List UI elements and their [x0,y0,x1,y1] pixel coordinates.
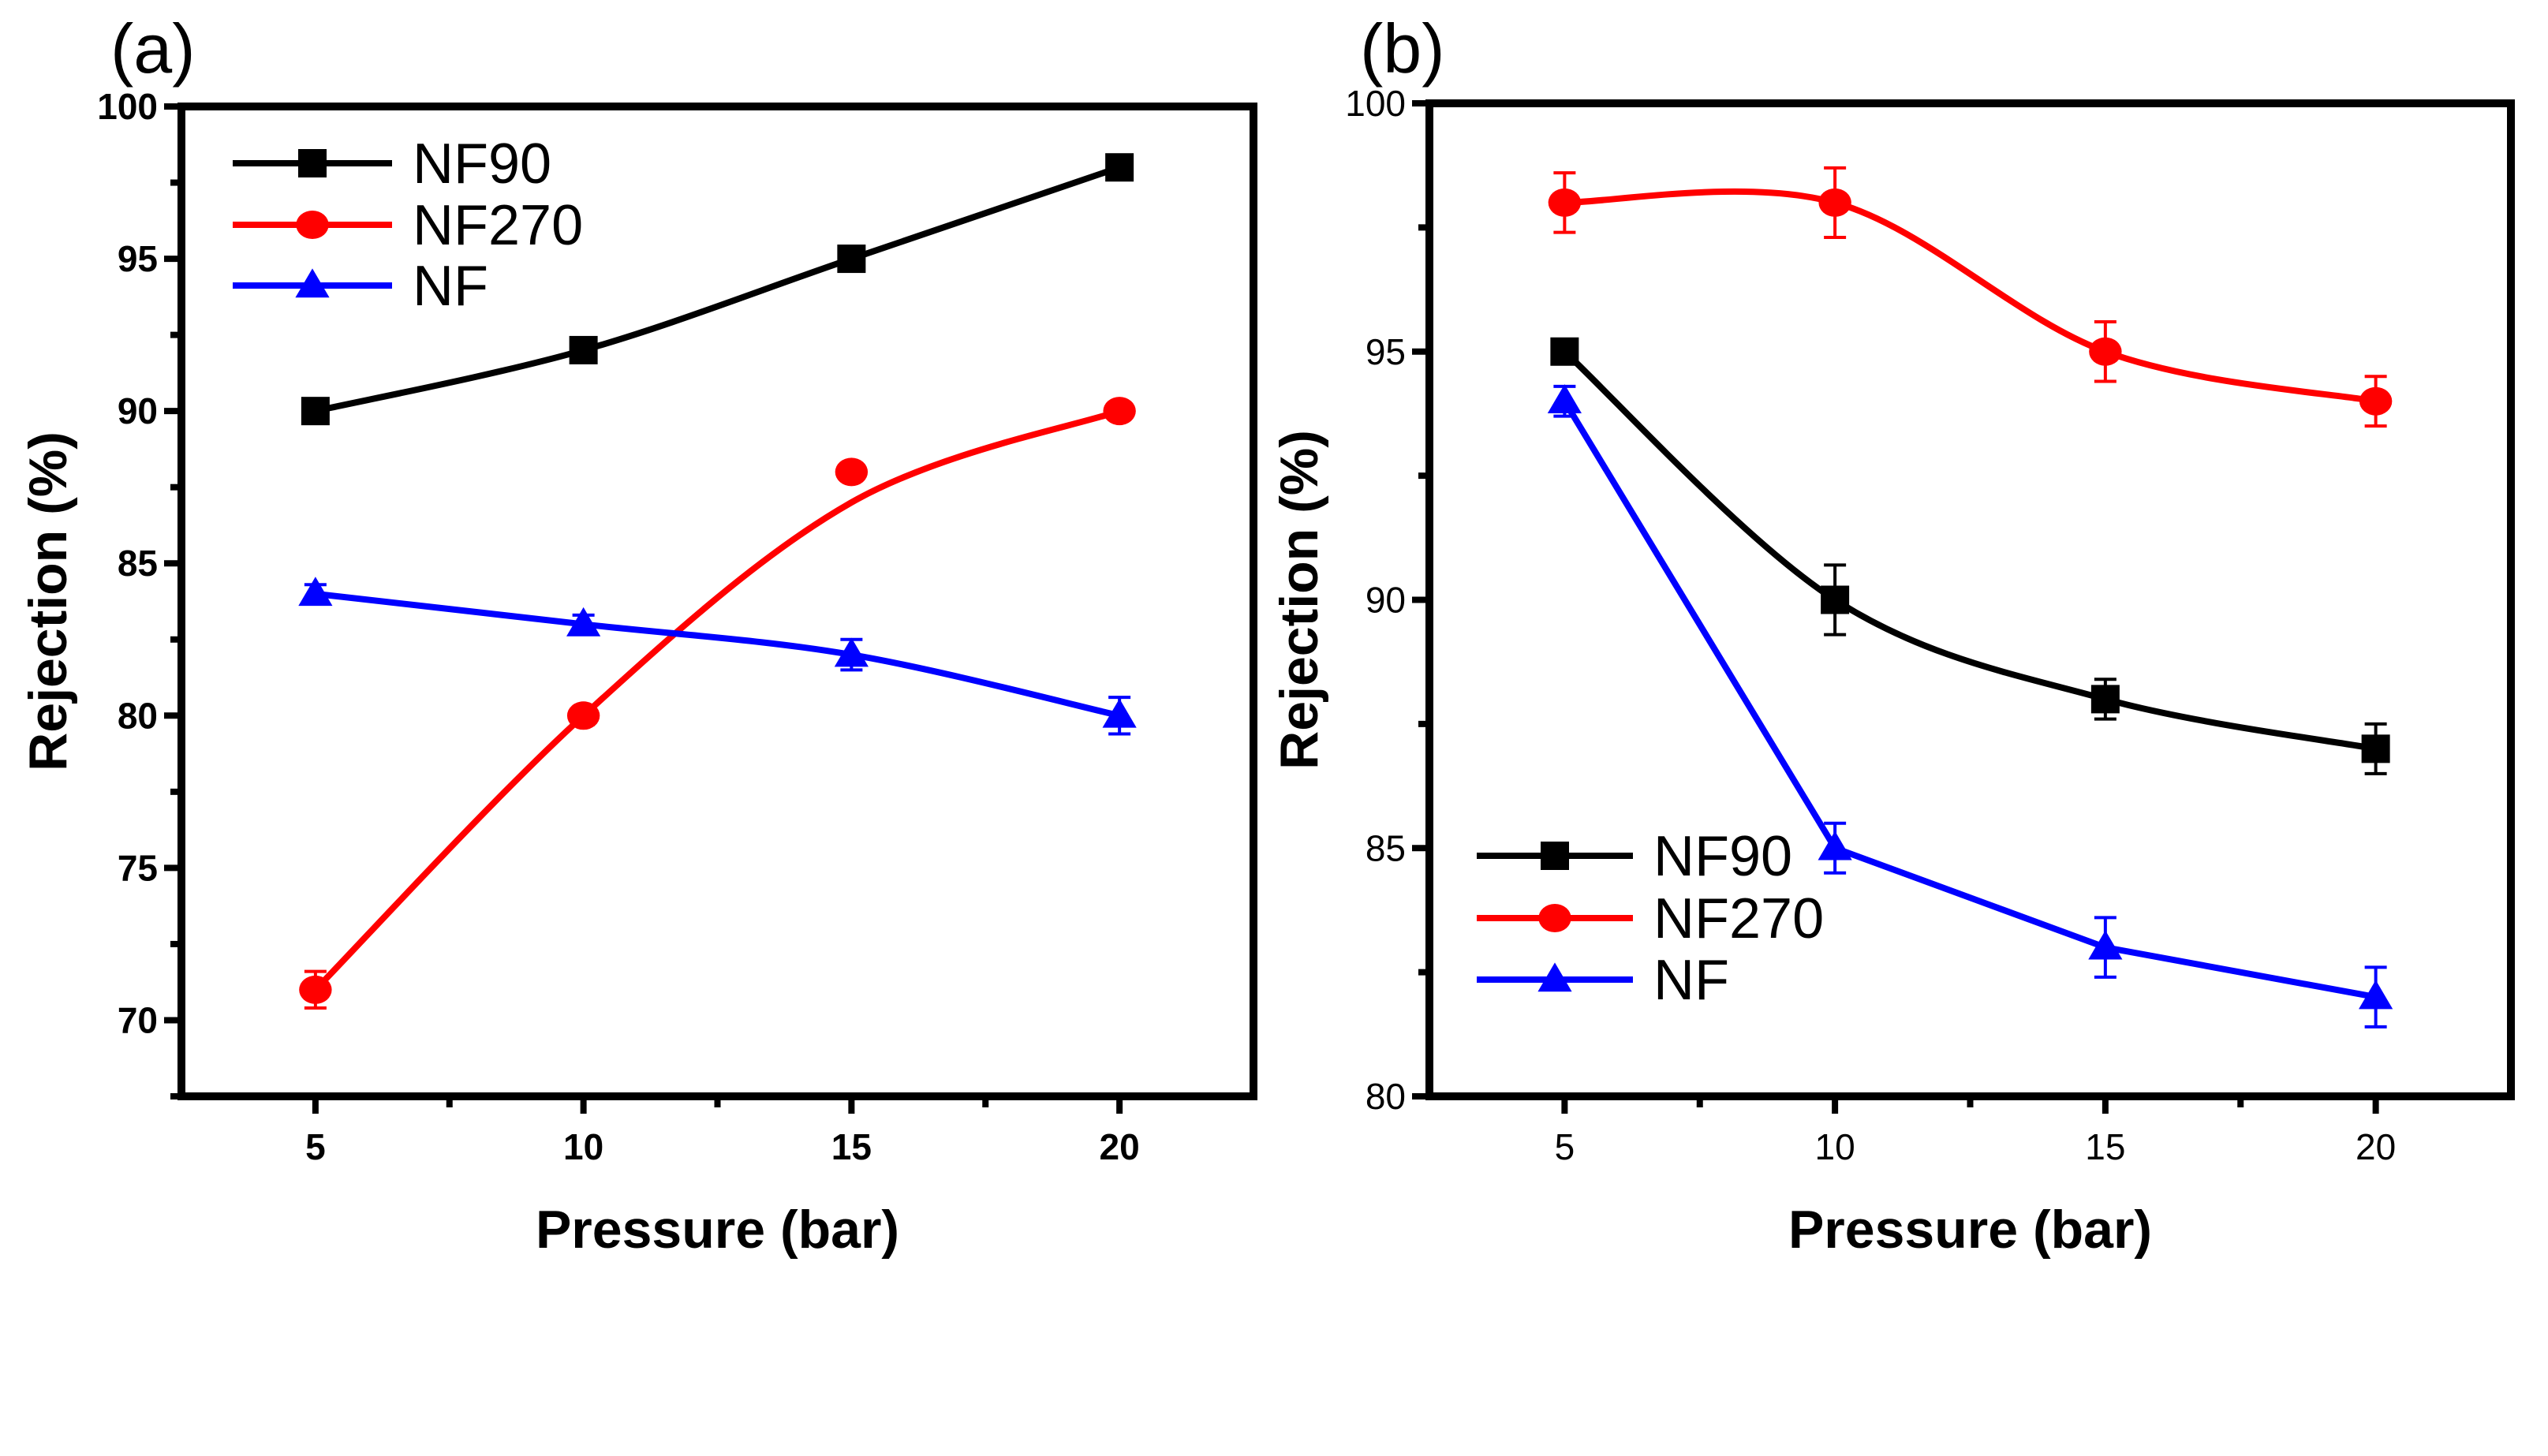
y-tick-label: 90 [118,390,158,431]
y-axis-title: Rejection (%) [18,431,78,771]
data-point [1818,831,1852,861]
y-tick-label: 85 [1366,827,1406,868]
series-line [1561,399,2377,1001]
y-axis-title: Rejection (%) [1269,430,1329,770]
data-point [298,577,333,607]
data-point [2359,980,2393,1010]
data-point [566,607,601,637]
x-tick-label: 15 [2085,1126,2125,1167]
data-point [566,701,600,730]
data-point [1818,188,1851,217]
x-axis-title: Pressure (bar) [536,1200,899,1260]
data-point [2090,685,2120,714]
data-point [569,335,598,364]
legend-marker [1541,842,1569,870]
y-tick-label: 90 [1366,580,1406,621]
x-tick-label: 20 [2356,1126,2396,1167]
chart-panel-a: (a) 70 75 80 85 90 95 100 5 10 15 20 Pressure (bar) R… [18,9,1257,1260]
data-point [834,637,869,667]
chart-panel-b: (b) 80 85 90 95 100 5 10 15 20 Pressure (bar) Rejec… [1269,9,2515,1260]
y-tick-label: 80 [1366,1076,1406,1117]
y-tick-label: 80 [118,695,158,736]
y-tick-label: 100 [97,86,158,127]
legend-marker [298,149,327,177]
legend-label: NF [413,255,488,318]
x-tick-label: 20 [1100,1126,1140,1167]
legend-label: NF [1653,949,1729,1012]
series-line [1564,188,2377,405]
x-tick-label: 10 [1815,1126,1855,1167]
legend-label: NF270 [413,194,583,257]
data-point [1547,384,1582,413]
legend-label: NF270 [1653,887,1824,950]
x-tick-label: 10 [563,1126,603,1167]
x-tick-label: 5 [305,1126,326,1167]
series-line [313,408,1121,992]
y-tick-label: 70 [118,999,158,1040]
series-nf [1547,384,2393,1029]
data-point [2088,930,2123,960]
x-tick-label: 15 [831,1126,872,1167]
data-point [301,397,330,426]
series-nf [298,577,1137,736]
series-nf270 [299,397,1136,1010]
data-point [1103,397,1136,426]
y-tick-label: 95 [1366,331,1406,372]
y-tick-label: 75 [118,847,158,888]
series-nf90 [301,153,1134,426]
legend-marker [1537,962,1572,992]
y-tick-label: 95 [118,238,158,279]
series-line [1562,349,2377,752]
series-line [315,590,1121,719]
series-line [314,164,1121,415]
y-tick-label: 85 [118,543,158,584]
x-tick-label: 5 [1555,1126,1575,1167]
legend-marker [295,268,330,298]
data-point [2361,734,2390,763]
data-point [2089,337,2122,366]
data-point [835,457,869,487]
data-point [299,975,332,1004]
legend-marker [1538,904,1571,932]
legend-marker [296,211,329,239]
y-tick-label: 100 [1345,83,1406,124]
data-point [1821,585,1850,614]
legend-label: NF90 [413,133,551,196]
series-nf90 [1550,337,2390,775]
data-point [1105,153,1134,182]
data-point [2359,386,2393,416]
plot-frame [1425,99,2515,1100]
data-point [1550,337,1579,366]
data-point [1102,698,1137,728]
data-point [1548,188,1582,217]
panel-label: (b) [1360,9,1445,88]
series-nf270 [1548,166,2393,428]
panel-label: (a) [110,9,196,88]
x-axis-title: Pressure (bar) [1788,1200,2152,1260]
legend-label: NF90 [1653,825,1792,888]
data-point [837,245,866,274]
